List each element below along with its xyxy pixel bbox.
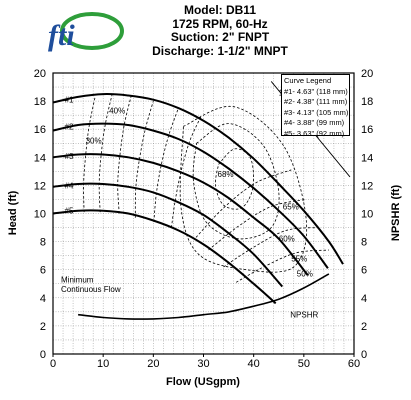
x-tick-label: 20 [147,358,159,370]
min-flow-label-line1: Minimum [61,275,94,284]
series-curve-impeller-5 [53,209,277,305]
y-tick-label: 12 [34,180,46,192]
y2-tick-label: 12 [361,180,373,192]
x-tick-label: 10 [97,358,109,370]
x-tick-label: 0 [50,358,56,370]
efficiency-label-50: 50% [297,270,313,279]
logo-swoosh [60,12,124,50]
efficiency-65-loop [192,123,280,240]
logo-text: fti [48,19,75,52]
legend-entry-4: #4- 3.88" (99 mm) [284,118,345,127]
npshr-label: NPSHR [290,310,318,319]
efficiency-isoline [83,96,96,213]
legend-entry-2: #2- 4.38" (111 mm) [284,97,348,106]
curve-label-1: #1 [65,96,74,105]
y2-tick-label: 16 [361,124,373,136]
y-axis-title: Head (ft) [7,190,19,235]
x-tick-label: 30 [197,358,209,370]
efficiency-isoline [134,100,154,218]
efficiency-isoline [235,249,329,283]
chart-title-block: Model: DB11 1725 RPM, 60-Hz Suction: 2" … [120,3,320,58]
y2-tick-label: 0 [361,349,367,361]
efficiency-label-65: 65% [283,202,299,211]
y-tick-label: 14 [34,152,46,164]
grid-lines [53,73,354,354]
y2-tick-label: 10 [361,209,373,221]
y-tick-label: 20 [34,68,46,80]
y2-tick-label: 8 [361,237,367,249]
y-tick-label: 8 [40,237,46,249]
title-suction: Suction: 2" FNPT [170,30,270,44]
min-flow-label-line2: Continuous Flow [61,285,121,294]
legend-entry-5: #5- 3.63" (92 mm) [284,128,345,138]
y-tick-label: 0 [40,349,46,361]
series-curves [53,93,344,320]
efficiency-isoline [223,227,319,268]
x-tick-label: 50 [298,358,310,370]
curve-label-4: #4 [65,181,74,190]
legend-title: Curve Legend [284,76,332,85]
x-tick-label: 40 [248,358,260,370]
annotation-labels: #1#2#3#4#530%40%50%55%60%65%68%1/3 BHPMi… [61,88,318,319]
x-tick-label: 60 [348,358,360,370]
x-axis-title: Flow (USgpm) [166,376,240,388]
y2-tick-label: 4 [361,293,367,305]
y-tick-label: 10 [34,209,46,221]
y2-tick-label: 14 [361,152,373,164]
y-tick-label: 16 [34,124,46,136]
efficiency-68-loop [214,148,254,210]
efficiency-label-60: 60% [279,235,295,244]
y2-tick-label: 18 [361,96,373,108]
efficiency-isoline [171,116,202,228]
y2-tick-label: 20 [361,68,373,80]
efficiency-label-68: 68% [218,170,234,179]
curve-legend: Curve Legend #1- 4.63" (118 mm) #2- 4.38… [281,74,350,138]
series-curve-npshr [78,273,330,320]
axis-ticks: 0 10 20 30 40 50 60024681012141618200246810121… [34,68,374,370]
title-speed: 1725 RPM, 60-Hz [172,16,268,31]
logo-wordmark: fti [48,19,75,52]
title-discharge: Discharge: 1-1/2" MNPT [152,43,288,58]
y-tick-label: 18 [34,96,46,108]
curve-label-2: #2 [65,122,74,131]
series-curve-impeller-2 [53,122,329,269]
curve-label-3: #3 [65,152,74,161]
curve-label-5: #5 [65,207,74,216]
y-tick-label: 6 [40,265,46,277]
efficiency-label-55: 55% [291,254,307,263]
series-curve-impeller-3 [53,153,309,276]
y-tick-label: 2 [40,321,46,333]
legend-entry-3: #3- 4.13" (105 mm) [284,107,349,117]
efficiency-label-40: 40% [109,107,125,116]
efficiency-60-loop [179,106,308,273]
y2-tick-label: 6 [361,265,367,277]
efficiency-label-30: 30% [86,136,102,145]
efficiency-isoline [117,95,132,214]
efficiency-isoline [98,94,113,213]
y2-axis-title: NPSHR (ft) [390,185,402,242]
fti-logo: fti [40,9,126,57]
series-curve-impeller-4 [53,182,284,288]
legend-entry-1: #1- 4.63" (118 mm) [284,86,348,96]
efficiency-isoline [208,199,307,251]
title-model: Model: DB11 [183,3,256,17]
efficiency-isoline [153,107,179,222]
series-curve-impeller-1 [53,93,344,265]
y-tick-label: 4 [40,293,46,305]
y2-tick-label: 2 [361,321,367,333]
